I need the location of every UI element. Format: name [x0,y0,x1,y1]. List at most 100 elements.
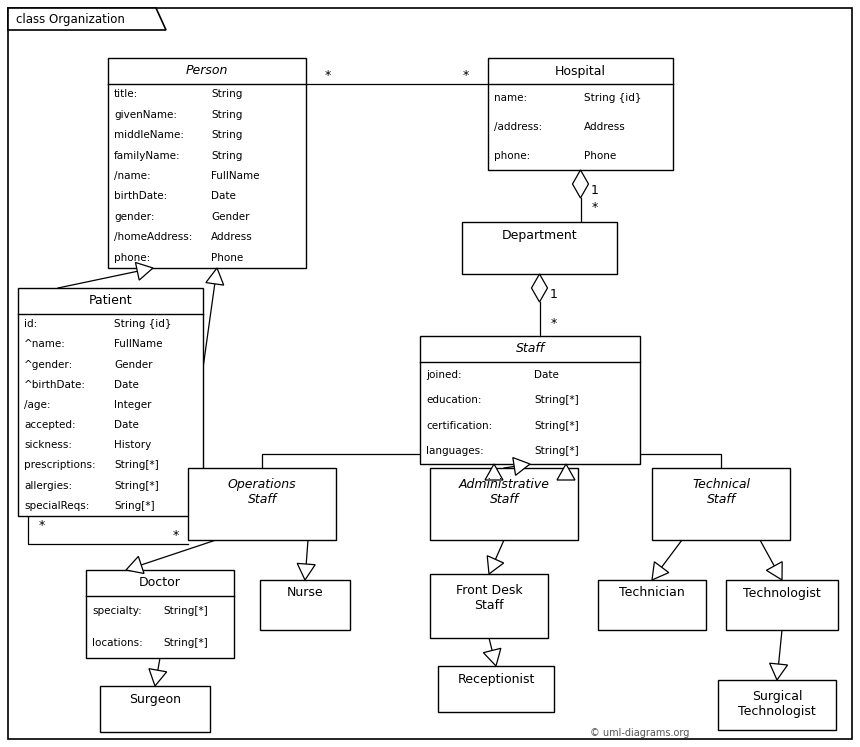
Text: Gender: Gender [114,359,153,370]
Polygon shape [485,464,503,480]
Text: /address:: /address: [494,122,543,132]
Text: Date: Date [114,420,139,430]
Text: *: * [39,519,45,533]
Text: Date: Date [534,370,559,379]
Polygon shape [298,563,315,580]
Text: Address: Address [584,122,626,132]
Text: /name:: /name: [114,171,150,181]
Text: String[*]: String[*] [534,395,579,406]
Polygon shape [770,663,788,680]
Text: History: History [114,440,151,450]
Polygon shape [136,262,153,280]
Text: Integer: Integer [114,400,151,410]
Text: 1: 1 [591,184,599,196]
Polygon shape [126,557,144,574]
Text: © uml-diagrams.org: © uml-diagrams.org [590,728,690,738]
Polygon shape [513,458,530,475]
Text: String[*]: String[*] [163,607,208,616]
Text: accepted:: accepted: [24,420,76,430]
Text: *: * [325,69,331,82]
Text: *: * [592,202,598,214]
Text: Date: Date [211,191,236,202]
Text: locations:: locations: [92,637,143,648]
Text: specialReqs:: specialReqs: [24,501,89,511]
Text: ^name:: ^name: [24,339,66,350]
Text: Technologist: Technologist [743,586,821,600]
Text: Phone: Phone [584,151,617,161]
Text: allergies:: allergies: [24,481,72,491]
Text: Sring[*]: Sring[*] [114,501,155,511]
Text: name:: name: [494,93,527,103]
Polygon shape [8,8,166,30]
Bar [188,468,336,540]
Text: Patient: Patient [89,294,132,308]
Text: id:: id: [24,319,37,329]
Text: Gender: Gender [211,212,249,222]
Bar [260,580,350,630]
Polygon shape [483,648,501,666]
Text: *: * [550,317,556,330]
Text: String: String [211,130,243,140]
Text: *: * [173,530,179,542]
Bar [430,468,578,540]
Text: sickness:: sickness: [24,440,72,450]
Text: String[*]: String[*] [534,421,579,431]
Polygon shape [652,562,669,580]
Bar [108,58,306,268]
Text: Date: Date [114,379,139,390]
Text: Person: Person [186,64,228,78]
Text: Surgical
Technologist: Surgical Technologist [738,690,816,718]
Text: String {id}: String {id} [584,93,642,103]
Text: Technician: Technician [619,586,685,600]
Bar [18,288,203,516]
Polygon shape [488,556,504,574]
Polygon shape [531,274,548,302]
Text: certification:: certification: [426,421,492,431]
Text: String: String [211,151,243,161]
Text: Hospital: Hospital [555,64,606,78]
Text: Staff: Staff [515,343,544,356]
Text: Technical
Staff: Technical Staff [692,478,750,506]
Text: gender:: gender: [114,212,155,222]
Text: Department: Department [501,229,577,241]
Text: middleName:: middleName: [114,130,184,140]
Text: Surgeon: Surgeon [129,692,181,705]
Text: phone:: phone: [494,151,531,161]
Text: birthDate:: birthDate: [114,191,167,202]
Text: Front Desk
Staff: Front Desk Staff [456,584,522,612]
Polygon shape [206,268,224,285]
Text: languages:: languages: [426,446,483,456]
Bar [86,570,234,658]
Text: Doctor: Doctor [139,577,181,589]
Polygon shape [557,464,575,480]
Text: FullName: FullName [211,171,260,181]
Text: Address: Address [211,232,253,242]
Bar [430,574,548,638]
Text: title:: title: [114,89,138,99]
Text: FullName: FullName [114,339,163,350]
Text: phone:: phone: [114,252,150,263]
Bar [438,666,554,712]
Text: Phone: Phone [211,252,243,263]
Text: /age:: /age: [24,400,51,410]
Text: familyName:: familyName: [114,151,181,161]
Text: String {id}: String {id} [114,319,172,329]
Text: String[*]: String[*] [534,446,579,456]
Text: String[*]: String[*] [114,481,159,491]
Bar [718,680,836,730]
Bar [420,336,640,464]
Text: givenName:: givenName: [114,110,177,120]
Text: prescriptions:: prescriptions: [24,460,95,471]
Text: String: String [211,89,243,99]
Text: ^gender:: ^gender: [24,359,73,370]
Text: class Organization: class Organization [16,13,125,25]
Bar [726,580,838,630]
Text: /homeAddress:: /homeAddress: [114,232,193,242]
Bar [488,58,673,170]
Polygon shape [573,170,588,198]
Bar [100,686,210,732]
Text: String: String [211,110,243,120]
Polygon shape [149,669,167,686]
Text: ^birthDate:: ^birthDate: [24,379,86,390]
Polygon shape [766,562,783,580]
